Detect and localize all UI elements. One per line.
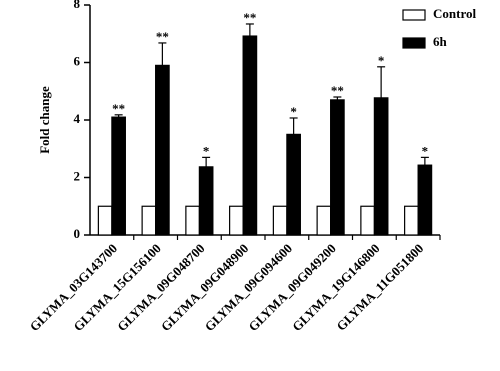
y-tick-label: 4	[74, 111, 81, 126]
y-tick-label: 6	[74, 53, 81, 68]
significance-label: *	[203, 143, 210, 158]
bar	[316, 205, 332, 236]
bar	[141, 205, 157, 236]
bar	[330, 99, 345, 236]
bar	[272, 205, 288, 236]
error-bar	[377, 66, 386, 98]
y-axis-label: Fold change	[37, 86, 52, 154]
error-bar	[289, 117, 298, 135]
error-bar	[245, 23, 254, 37]
x-tick-label: GLYMA_11G051800	[333, 241, 426, 334]
bar	[198, 166, 214, 236]
significance-label: **	[112, 101, 125, 116]
legend-swatch	[402, 9, 426, 21]
bar	[185, 205, 200, 236]
error-bar	[420, 156, 429, 166]
error-bar	[333, 96, 342, 100]
bar	[155, 64, 170, 236]
error-bar	[202, 156, 211, 167]
bar	[229, 205, 244, 236]
significance-label: **	[331, 83, 344, 98]
legend-label: Control	[433, 6, 476, 21]
error-bar	[158, 42, 167, 66]
bar	[242, 35, 258, 236]
significance-label: **	[156, 29, 169, 44]
bar	[404, 205, 419, 236]
bar	[417, 164, 433, 236]
significance-label: *	[290, 104, 297, 119]
significance-label: *	[422, 143, 429, 158]
significance-label: **	[243, 10, 256, 25]
legend-label: 6h	[433, 34, 448, 49]
legend-swatch	[402, 37, 426, 49]
error-bar	[114, 114, 123, 118]
y-tick-label: 2	[74, 168, 81, 183]
bar	[111, 116, 126, 236]
bar	[286, 133, 301, 236]
bar	[373, 97, 389, 236]
y-tick-label: 8	[74, 0, 81, 11]
significance-label: *	[378, 53, 385, 68]
y-tick-label: 0	[74, 226, 81, 241]
bar	[97, 205, 113, 236]
bar	[360, 205, 375, 236]
